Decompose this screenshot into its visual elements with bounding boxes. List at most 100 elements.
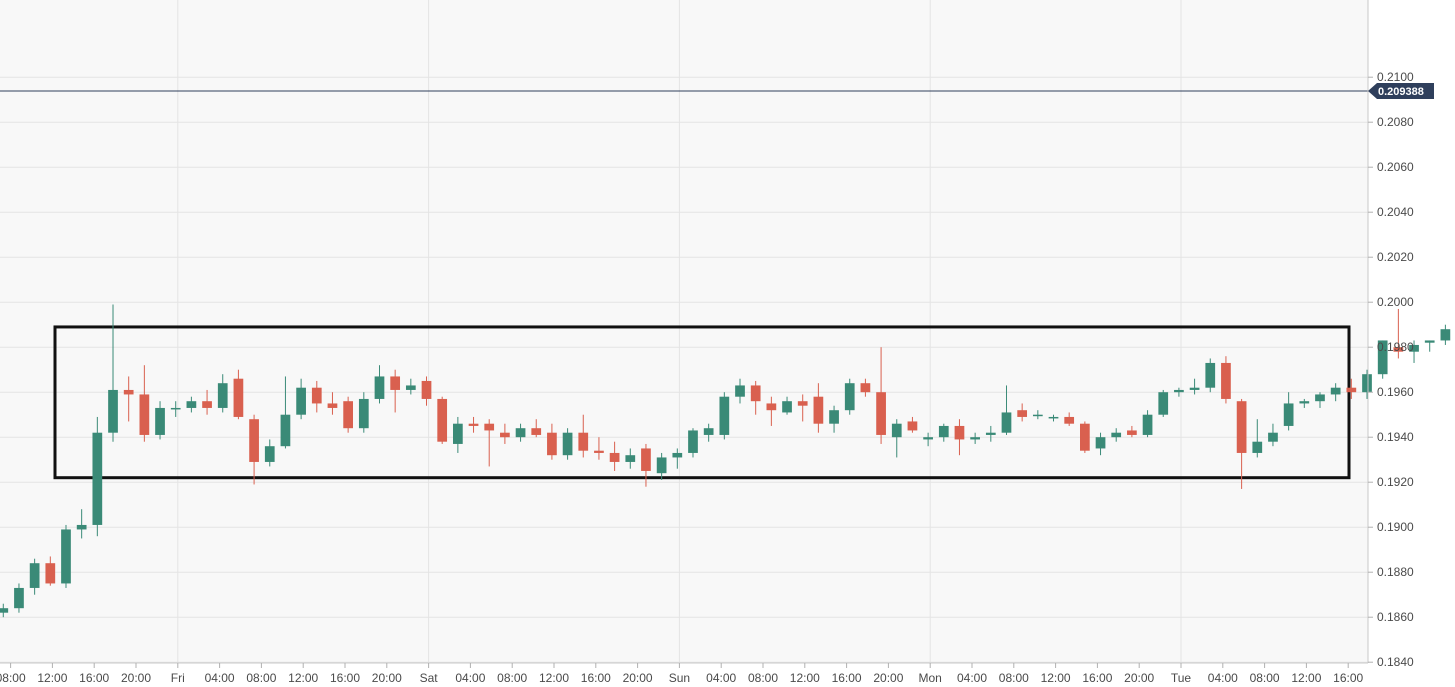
candle-body (844, 383, 855, 411)
x-tick-label: 20:00 (121, 671, 151, 685)
x-tick-label: 04:00 (1208, 671, 1238, 685)
candle (970, 432, 980, 444)
candle (1283, 392, 1294, 431)
candle (1393, 308, 1404, 359)
candle (29, 558, 40, 595)
candle-body (1221, 362, 1231, 399)
x-tick-label: 04:00 (957, 671, 987, 685)
candle (500, 423, 510, 444)
candle-body (829, 410, 839, 424)
candle (1127, 425, 1137, 438)
candle (123, 376, 134, 422)
candle (735, 378, 745, 404)
candle-body (1315, 394, 1325, 402)
y-tick-label: 0.2020 (1377, 250, 1414, 264)
candle-body (390, 376, 401, 390)
candle-body (719, 396, 730, 435)
candle-body (327, 403, 338, 408)
y-tick-label: 0.2100 (1377, 70, 1414, 84)
candle-body (186, 401, 197, 408)
grid-lines (0, 0, 1368, 663)
candle (1409, 340, 1419, 363)
x-tick-label: 12:00 (288, 671, 318, 685)
candle-body (703, 428, 714, 435)
candle (437, 396, 448, 444)
candle-body (1409, 344, 1419, 352)
candle (264, 439, 275, 467)
candle-body (1032, 414, 1043, 417)
candle-body (1048, 416, 1059, 419)
candle-body (358, 398, 369, 429)
y-tick-label: 0.1840 (1377, 655, 1414, 669)
x-tick-label: 16:00 (1333, 671, 1363, 685)
x-tick-label: 08:00 (748, 671, 778, 685)
x-tick-label: Tue (1171, 671, 1192, 685)
candle-body (641, 448, 651, 471)
candle-body (609, 452, 620, 462)
candle-body (311, 387, 322, 404)
plot-background (0, 0, 1368, 663)
candle-body (1158, 392, 1169, 415)
x-tick-label: 20:00 (623, 671, 653, 685)
candle (1032, 410, 1043, 420)
candle-body (1299, 401, 1310, 404)
candle-body (405, 385, 416, 390)
candle-body (1174, 389, 1184, 393)
range-rectangle (53, 325, 1351, 480)
candle (0, 603, 9, 618)
candle-body (0, 608, 9, 613)
candle-body (1001, 412, 1012, 433)
candle (1064, 412, 1075, 426)
candle (719, 392, 730, 440)
candle (202, 389, 212, 415)
candle-body (217, 383, 228, 408)
candle-body (170, 407, 181, 410)
candle-body (202, 401, 212, 408)
candle-body (672, 452, 683, 458)
candle-body (1440, 329, 1451, 341)
y-tick-label: 0.1940 (1377, 430, 1414, 444)
x-tick-label: Sun (669, 671, 690, 685)
candle-body (14, 587, 24, 609)
candle-body (1127, 430, 1137, 435)
candle (1158, 389, 1169, 417)
candle (531, 419, 542, 438)
candle (688, 428, 698, 458)
range-box (53, 325, 1351, 480)
candle-body (923, 437, 933, 440)
candle-body (782, 401, 792, 413)
candle-body (1080, 423, 1090, 451)
candle (61, 524, 71, 588)
candle-body (1189, 387, 1200, 390)
candle (390, 369, 401, 413)
candle-body (1330, 387, 1341, 395)
candle (813, 383, 824, 433)
candle (750, 380, 761, 415)
x-tick-label: 04:00 (706, 671, 736, 685)
candle (421, 376, 432, 406)
candle-body (594, 450, 604, 453)
candle (1111, 428, 1122, 442)
candle (45, 556, 56, 586)
candle-body (1064, 416, 1075, 424)
candle-body (264, 446, 275, 462)
x-tick-label: 08:00 (1250, 671, 1280, 685)
candle-body (547, 432, 557, 456)
candle (609, 441, 620, 471)
candle (296, 378, 306, 420)
candle (1095, 432, 1106, 456)
y-tick-label: 0.1920 (1377, 475, 1414, 489)
candle (594, 437, 604, 460)
candle (1299, 398, 1310, 408)
price-badge-shape (1368, 82, 1434, 99)
candle (1252, 419, 1263, 458)
x-tick-label: Mon (919, 671, 942, 685)
candle (155, 401, 165, 440)
candle (938, 423, 949, 442)
candle (1377, 340, 1388, 379)
candle-body (1283, 403, 1294, 426)
candle-body (249, 419, 259, 462)
y-tick-label: 0.2040 (1377, 205, 1414, 219)
x-tick-label: 08:00 (497, 671, 527, 685)
